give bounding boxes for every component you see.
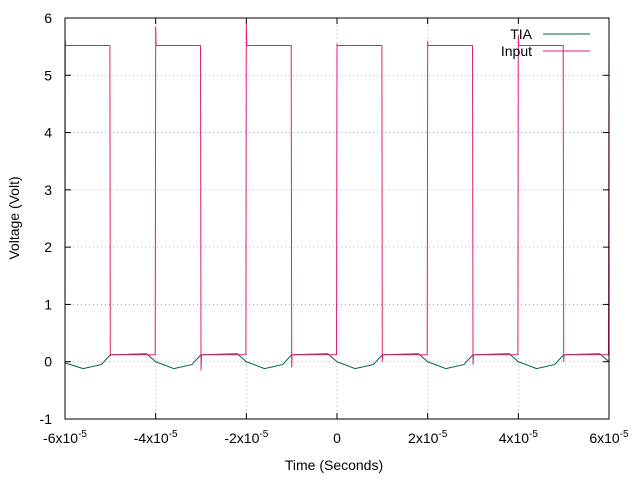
x-tick-label: -2x10-5 (224, 429, 268, 446)
y-tick-label: 6 (44, 10, 52, 26)
y-tick-label: 5 (44, 67, 52, 83)
y-tick-label: 1 (44, 296, 52, 312)
y-tick-label: 2 (44, 239, 52, 255)
y-tick-label: 4 (44, 125, 52, 141)
x-tick-base: -6x10 (43, 430, 78, 446)
legend-label-input: Input (501, 43, 532, 59)
series-line-input (64, 23, 610, 371)
x-tick-label: -4x10-5 (134, 429, 178, 446)
x-tick-label: 2x10-5 (408, 429, 448, 446)
x-tick-base: -2x10 (224, 430, 259, 446)
x-tick-base: 2x10 (408, 430, 439, 446)
x-tick-exponent: -5 (438, 429, 447, 440)
x-tick-label: -6x10-5 (43, 429, 87, 446)
x-tick-base: 0 (333, 430, 341, 446)
y-tick-label: -1 (40, 411, 53, 427)
x-tick-label: 0 (333, 430, 341, 446)
x-tick-base: 4x10 (499, 430, 530, 446)
y-axis-label: Voltage (Volt) (6, 176, 22, 259)
x-tick-exponent: -5 (169, 429, 178, 440)
series-line-tia (64, 353, 610, 370)
x-tick-exponent: -5 (259, 429, 268, 440)
x-tick-label: 6x10-5 (589, 429, 629, 446)
x-tick-exponent: -5 (529, 429, 538, 440)
x-tick-base: -4x10 (134, 430, 169, 446)
series-layer (64, 23, 610, 371)
legend-label-tia: TIA (510, 26, 532, 42)
x-tick-exponent: -5 (78, 429, 87, 440)
y-tick-label: 3 (44, 182, 52, 198)
x-tick-base: 6x10 (589, 430, 620, 446)
x-tick-exponent: -5 (620, 429, 629, 440)
x-tick-label: 4x10-5 (499, 429, 539, 446)
y-tick-label: 0 (44, 354, 52, 370)
x-axis-label: Time (Seconds) (285, 457, 383, 473)
